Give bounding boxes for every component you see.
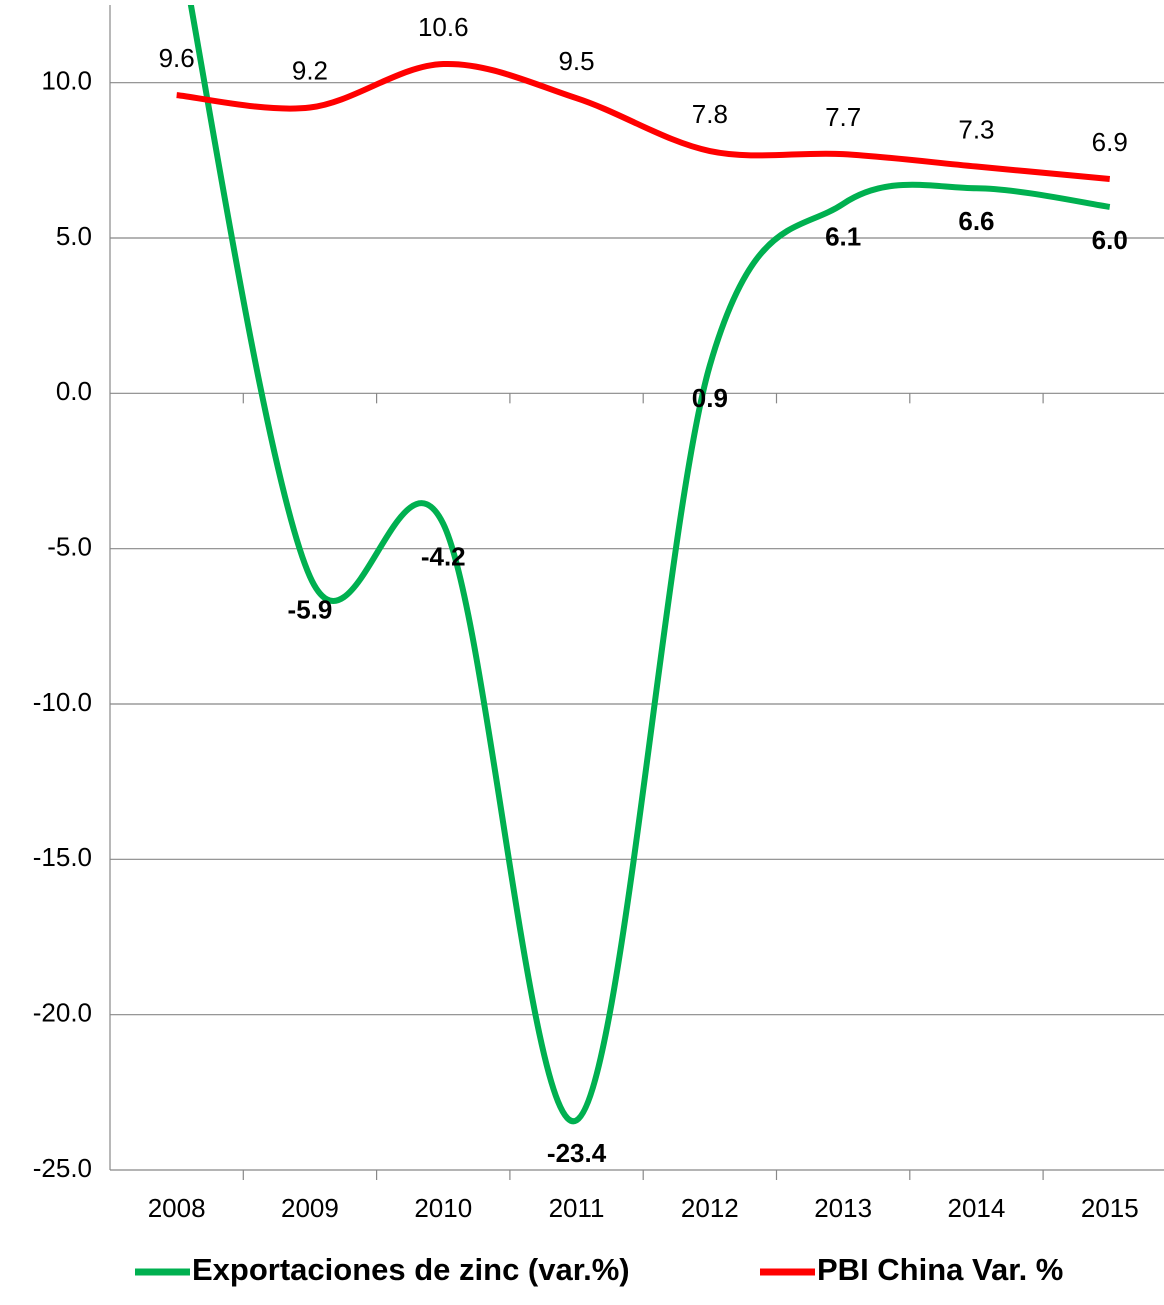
data-label: -4.2 <box>421 542 466 572</box>
y-tick-label: 5.0 <box>56 221 92 251</box>
x-tick-label: 2013 <box>814 1193 872 1223</box>
data-label: 6.9 <box>1092 127 1128 157</box>
x-tick-label: 2008 <box>148 1193 206 1223</box>
y-tick-label: 10.0 <box>41 66 92 96</box>
x-tick-label: 2009 <box>281 1193 339 1223</box>
x-tick-label: 2012 <box>681 1193 739 1223</box>
y-tick-label: 0.0 <box>56 376 92 406</box>
x-tick-label: 2010 <box>414 1193 472 1223</box>
y-tick-label: -25.0 <box>33 1153 92 1183</box>
data-label: 6.0 <box>1092 225 1128 255</box>
data-label: 6.1 <box>825 222 861 252</box>
y-tick-label: -20.0 <box>33 998 92 1028</box>
legend-label: Exportaciones de zinc (var.%) <box>192 1252 630 1287</box>
series-line <box>176 61 1111 182</box>
data-label: 10.6 <box>418 12 469 42</box>
data-label: 6.6 <box>958 206 994 236</box>
x-tick-label: 2011 <box>549 1193 605 1223</box>
y-tick-label: -10.0 <box>33 687 92 717</box>
x-tick-label: 2015 <box>1081 1193 1139 1223</box>
data-label: 0.9 <box>692 383 728 413</box>
data-label: 7.3 <box>958 114 994 144</box>
x-tick-label: 2014 <box>948 1193 1006 1223</box>
series-line <box>187 5 1111 1124</box>
data-label: -23.4 <box>547 1138 607 1168</box>
legend-label: PBI China Var. % <box>817 1252 1063 1287</box>
plot <box>176 5 1111 1124</box>
data-label: 9.5 <box>558 46 594 76</box>
y-tick-label: -15.0 <box>33 842 92 872</box>
data-label: 7.8 <box>692 99 728 129</box>
y-tick-label: -5.0 <box>47 532 92 562</box>
data-label: 9.2 <box>292 55 328 85</box>
data-label: 7.7 <box>825 102 861 132</box>
data-label: 9.6 <box>159 43 195 73</box>
data-label: -5.9 <box>288 595 333 625</box>
